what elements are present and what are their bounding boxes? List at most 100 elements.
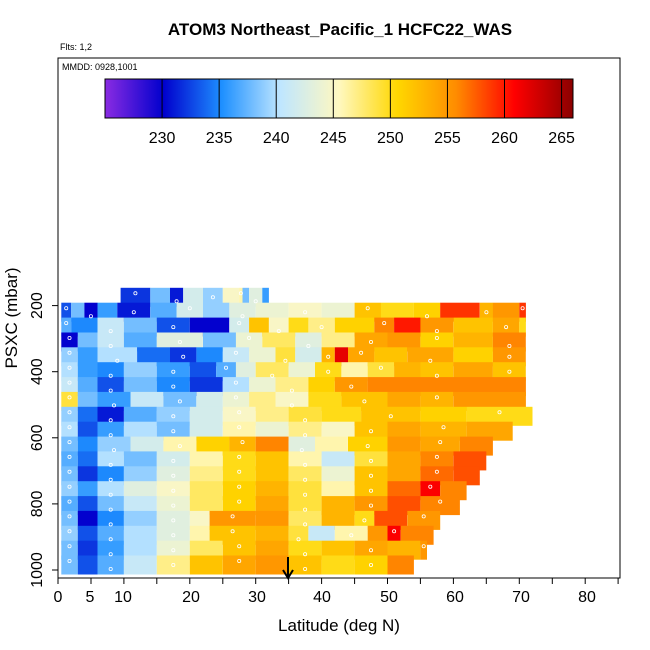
heatmap-cell: [255, 451, 289, 471]
sample-marker: [237, 469, 242, 474]
heatmap-cell: [268, 317, 289, 337]
sample-marker: [507, 354, 512, 359]
heatmap-cell: [123, 466, 157, 486]
sample-marker: [283, 358, 288, 363]
heatmap-cell: [156, 525, 190, 545]
heatmap-cell: [222, 555, 256, 575]
sample-marker: [365, 306, 370, 311]
heatmap-cell: [321, 540, 355, 560]
heatmap-cell: [361, 406, 421, 426]
heatmap-cell: [77, 525, 98, 545]
sample-marker: [108, 507, 113, 512]
heatmap-cell: [387, 496, 421, 516]
heatmap-cell: [77, 496, 98, 516]
heatmap-cell: [492, 347, 526, 367]
heatmap-cell: [61, 466, 78, 486]
heatmap-cell: [420, 406, 467, 426]
colorbar-tick-label: 235: [206, 130, 233, 147]
heatmap-cell: [156, 540, 190, 560]
sample-marker: [108, 462, 113, 467]
heatmap-cell: [288, 540, 322, 560]
heatmap-cell: [440, 481, 467, 501]
heatmap-cell: [123, 451, 157, 471]
heatmap-cell: [453, 391, 526, 411]
sample-marker: [434, 335, 439, 340]
heatmap-cell: [156, 510, 190, 530]
heatmap-cell: [321, 421, 355, 441]
heatmap-cell: [203, 287, 223, 307]
sample-marker: [171, 548, 176, 553]
heatmap-cell: [249, 287, 263, 307]
sample-marker: [171, 488, 176, 493]
heatmap-cell: [84, 302, 98, 322]
heatmap-cell: [156, 481, 190, 501]
sample-marker: [174, 299, 179, 304]
x-tick-label: 0: [54, 589, 63, 606]
colorbar: 230 235 240 245 250 255 260 265: [104, 78, 575, 147]
heatmap-cell: [295, 347, 322, 367]
heatmap-cell: [249, 377, 276, 397]
heatmap-cell: [77, 406, 98, 426]
heatmap-cell: [156, 451, 190, 471]
heatmap-cell: [380, 302, 414, 322]
sample-marker: [362, 518, 367, 523]
sample-marker: [67, 425, 72, 430]
heatmap-cell: [348, 347, 375, 367]
sample-marker: [520, 306, 525, 311]
sample-marker: [187, 306, 192, 311]
heatmap-cell: [275, 391, 309, 411]
sample-marker: [434, 469, 439, 474]
heatmap-cell: [123, 362, 157, 382]
sample-marker: [368, 429, 373, 434]
heatmap-cell: [466, 406, 533, 426]
heatmap-cell: [196, 391, 223, 411]
heatmap-cell: [77, 347, 98, 367]
heatmap-cell: [97, 525, 124, 545]
sample-marker: [112, 448, 117, 453]
sample-marker: [237, 559, 242, 564]
heatmap-cell: [97, 377, 124, 397]
heatmap-cell: [255, 466, 289, 486]
heatmap-cell: [308, 377, 335, 397]
sample-marker: [64, 306, 69, 311]
heatmap-cell: [407, 510, 441, 530]
sample-marker: [64, 321, 69, 326]
heatmap-cell: [354, 332, 388, 352]
sample-marker: [424, 314, 429, 319]
heatmap-cell: [341, 362, 368, 382]
heatmap-cell: [222, 406, 256, 426]
heatmap-cell: [77, 510, 98, 530]
heatmap-cell: [420, 466, 454, 486]
sample-marker: [240, 314, 245, 319]
sample-marker: [108, 492, 113, 497]
y-tick-label: 800: [29, 490, 46, 517]
heatmap-cell: [123, 317, 157, 337]
heatmap-cell: [492, 317, 520, 337]
sample-marker: [237, 484, 242, 489]
heatmap-cell: [255, 406, 289, 426]
colorbar-tick-label: 265: [548, 130, 575, 147]
heatmap-cell: [341, 391, 388, 411]
heatmap-cell: [189, 421, 223, 441]
heatmap-cell: [61, 481, 78, 501]
heatmap-cell: [288, 362, 315, 382]
sample-marker: [171, 563, 176, 568]
heatmap-cell: [275, 347, 296, 367]
sample-marker: [434, 329, 439, 334]
sample-marker: [88, 314, 93, 319]
heatmap-cell: [189, 406, 223, 426]
sample-marker: [233, 350, 238, 355]
heatmap-cell: [288, 406, 322, 426]
sample-marker: [299, 448, 304, 453]
heatmap-cell: [288, 481, 322, 501]
heatmap-cell: [170, 287, 184, 307]
heatmap-cell: [61, 302, 72, 322]
y-tick-label: 1000: [29, 552, 46, 588]
sample-marker: [247, 335, 252, 340]
sample-marker: [108, 329, 113, 334]
heatmap-cell: [189, 555, 223, 575]
heatmap-cell: [387, 451, 421, 471]
sample-marker: [349, 384, 354, 389]
arrow-head: [282, 569, 294, 580]
